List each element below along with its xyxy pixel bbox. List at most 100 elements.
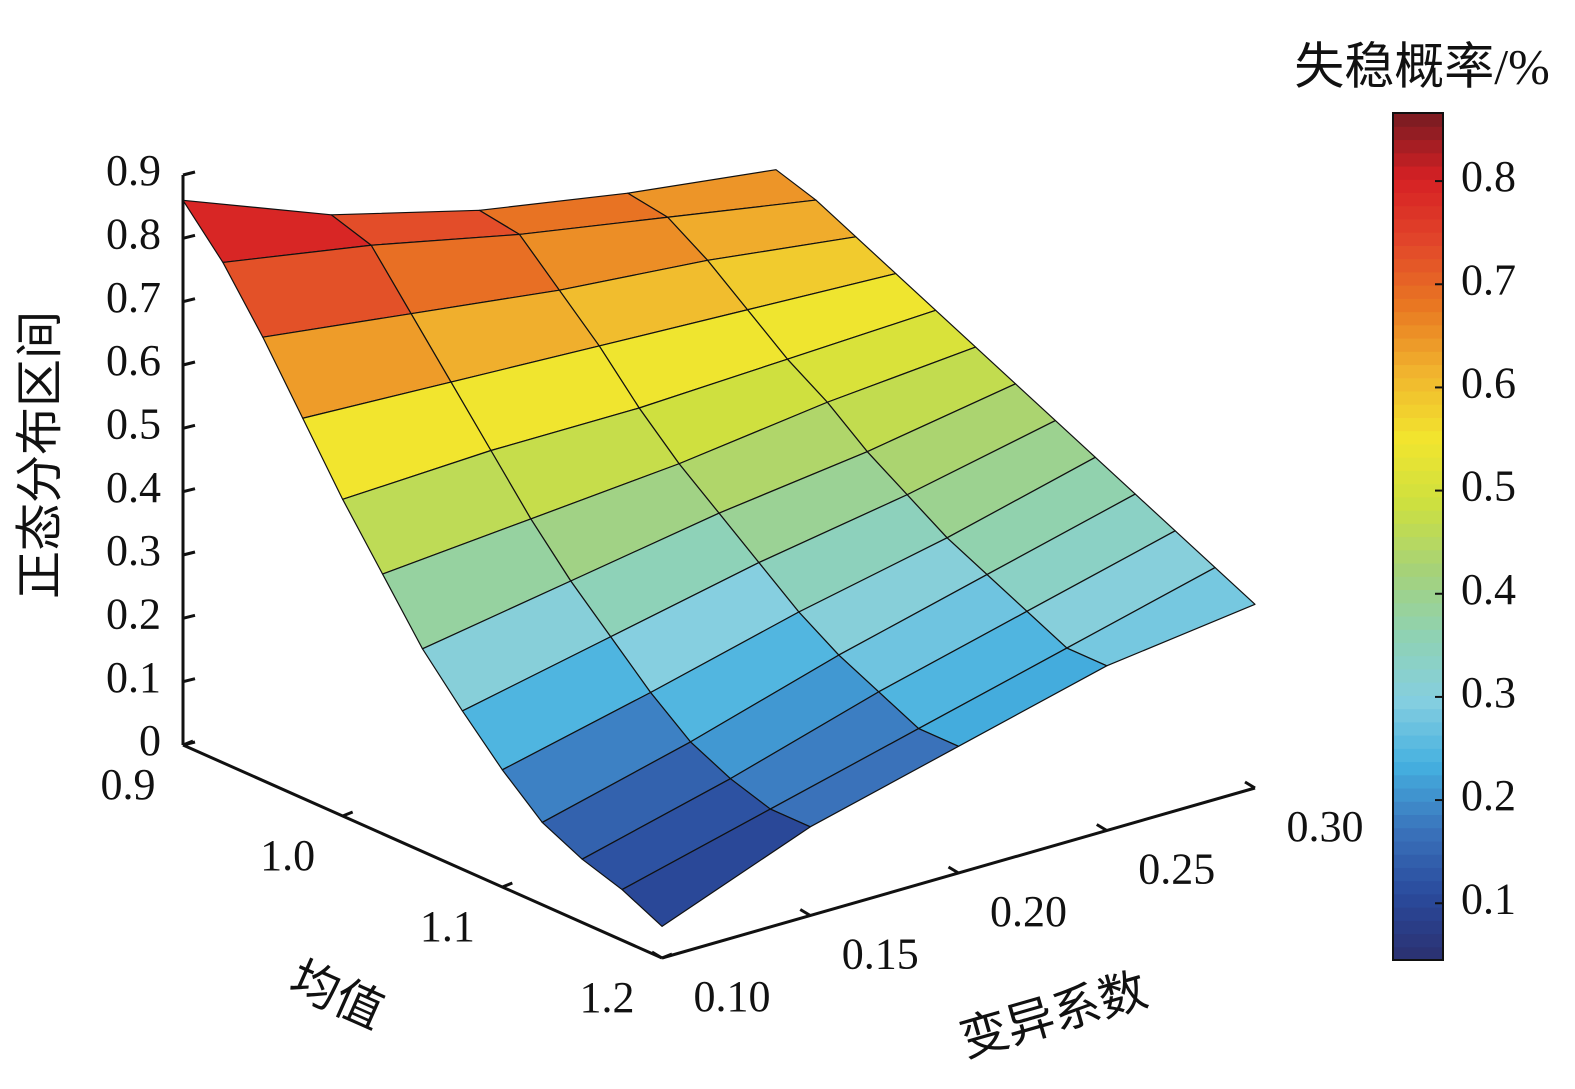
colorbar-band	[1393, 218, 1443, 233]
z-tick-label: 0.8	[106, 209, 161, 258]
x-tick	[342, 810, 354, 818]
colorbar-band	[1393, 404, 1443, 418]
colorbar-band	[1393, 933, 1443, 948]
colorbar-tick-label: 0.7	[1461, 255, 1516, 304]
colorbar-band	[1393, 258, 1443, 273]
colorbar-band	[1393, 602, 1443, 617]
colorbar-band	[1393, 271, 1443, 286]
y-tick-label: 0.25	[1138, 845, 1215, 894]
colorbar-tick-label: 0.1	[1461, 874, 1516, 923]
colorbar-band	[1393, 377, 1443, 392]
x-tick-label: 1.2	[580, 973, 635, 1022]
z-tick-label: 0.5	[106, 399, 161, 448]
z-tick	[182, 170, 196, 177]
colorbar-band	[1393, 682, 1443, 696]
z-tick-label: 0	[139, 716, 161, 765]
colorbar-band	[1393, 232, 1443, 246]
z-axis-label: 正态分布区间	[14, 311, 67, 599]
y-tick	[651, 950, 663, 960]
colorbar-band	[1393, 576, 1443, 591]
colorbar-band	[1393, 920, 1443, 935]
colorbar-band	[1393, 113, 1443, 127]
colorbar-band	[1393, 337, 1443, 352]
colorbar-band	[1393, 165, 1443, 180]
z-tick	[182, 550, 196, 557]
z-tick-label: 0.1	[106, 653, 161, 702]
z-tick	[182, 360, 196, 367]
y-tick	[947, 865, 960, 875]
colorbar-tick-label: 0.2	[1461, 771, 1516, 820]
y-tick	[1095, 823, 1108, 832]
z-tick-label: 0.3	[106, 526, 161, 575]
colorbar-band	[1393, 536, 1443, 551]
y-tick	[799, 908, 812, 917]
y-axis-label: 变异系数	[954, 964, 1153, 1068]
colorbar-band	[1393, 735, 1443, 749]
colorbar-band	[1393, 126, 1443, 141]
colorbar-band	[1393, 774, 1443, 789]
colorbar-band	[1393, 840, 1443, 855]
colorbar-band	[1393, 787, 1443, 802]
y-tick-label: 0.30	[1287, 802, 1364, 851]
x-axis-label: 均值	[282, 952, 391, 1039]
colorbar-band	[1393, 655, 1443, 670]
colorbar-band	[1393, 510, 1443, 524]
z-tick-label: 0.2	[106, 589, 161, 638]
x-axis	[182, 743, 663, 960]
colorbar-band	[1393, 417, 1443, 432]
colorbar-band	[1393, 192, 1443, 207]
colorbar-band	[1393, 139, 1443, 154]
colorbar-band	[1393, 748, 1443, 763]
colorbar-band	[1393, 324, 1443, 339]
x-tick-label: 1.0	[260, 831, 315, 880]
colorbar-band	[1393, 562, 1443, 577]
colorbar-band	[1393, 179, 1443, 194]
x-tick	[182, 739, 194, 747]
colorbar-band	[1393, 708, 1443, 723]
colorbar-band	[1393, 668, 1443, 683]
surface	[182, 169, 1256, 927]
z-tick-label: 0.6	[106, 336, 161, 385]
z-tick	[182, 233, 196, 240]
colorbar-band	[1393, 523, 1443, 538]
colorbar-band	[1393, 311, 1443, 326]
colorbar-tick-label: 0.8	[1461, 152, 1516, 201]
colorbar-band	[1393, 152, 1443, 167]
colorbar-band	[1393, 642, 1443, 657]
colorbar-tick-label: 0.4	[1461, 565, 1516, 614]
colorbar-tick-label: 0.3	[1461, 668, 1516, 717]
colorbar-band	[1393, 946, 1443, 961]
colorbar-band	[1393, 470, 1443, 485]
colorbar-band	[1393, 285, 1443, 299]
colorbar-band	[1393, 549, 1443, 564]
colorbar-band	[1393, 457, 1443, 471]
z-tick-label: 0.9	[106, 146, 161, 195]
colorbar-band	[1393, 496, 1443, 511]
colorbar-band	[1393, 854, 1443, 868]
colorbar-band	[1393, 880, 1443, 895]
z-tick	[182, 613, 196, 620]
colorbar-band	[1393, 907, 1443, 921]
y-tick-label: 0.15	[842, 930, 919, 979]
colorbar-band	[1393, 351, 1443, 366]
colorbar-band	[1393, 893, 1443, 908]
colorbar-band	[1393, 443, 1443, 458]
y-tick	[1244, 780, 1256, 790]
colorbar-band	[1393, 245, 1443, 260]
colorbar-band	[1393, 867, 1443, 882]
z-tick	[182, 423, 196, 430]
x-tick-label: 0.9	[101, 760, 156, 809]
colorbar-band	[1393, 801, 1443, 816]
colorbar-tick-label: 0.5	[1461, 462, 1516, 511]
colorbar-band	[1393, 298, 1443, 313]
colorbar-band	[1393, 390, 1443, 405]
z-tick-label: 0.7	[106, 273, 161, 322]
colorbar-band	[1393, 430, 1443, 445]
axes: 0 0.1 0.2 0.3 0.4 0.5 0.6 0.7 0.8 0.9 0.9 1.0 1.1 1.2…	[101, 146, 1364, 1022]
colorbar-tick-label: 0.6	[1461, 359, 1516, 408]
z-tick	[182, 297, 196, 304]
colorbar-band	[1393, 629, 1443, 643]
colorbar-band	[1393, 589, 1443, 604]
surface-cell	[621, 808, 811, 927]
